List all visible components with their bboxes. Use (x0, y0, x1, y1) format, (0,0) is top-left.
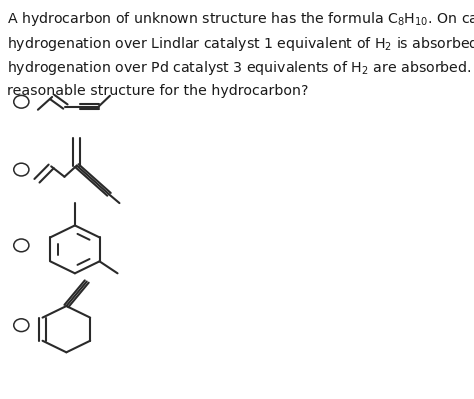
Text: reasonable structure for the hydrocarbon?: reasonable structure for the hydrocarbon… (7, 84, 309, 98)
Text: hydrogenation over Pd catalyst 3 equivalents of $\mathregular{H_2}$ are absorbed: hydrogenation over Pd catalyst 3 equival… (7, 59, 474, 77)
Text: A hydrocarbon of unknown structure has the formula $\mathregular{C_8H_{10}}$. On: A hydrocarbon of unknown structure has t… (7, 10, 474, 28)
Text: hydrogenation over Lindlar catalyst 1 equivalent of $\mathregular{H_2}$ is absor: hydrogenation over Lindlar catalyst 1 eq… (7, 35, 474, 53)
